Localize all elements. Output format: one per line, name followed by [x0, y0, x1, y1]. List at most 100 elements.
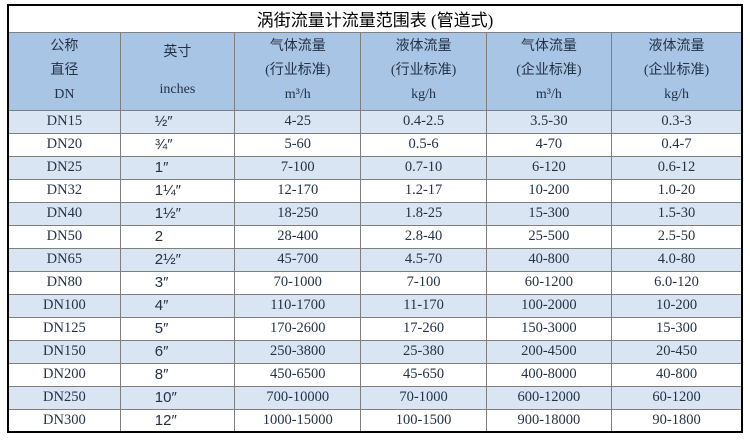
- cell-gas-enterprise: 60-1200: [485, 270, 613, 295]
- cell-liquid-industry: 70-1000: [360, 385, 487, 410]
- header-liquid-enterprise: 液体流量 (企业标准) kg/h: [611, 31, 743, 111]
- cell-gas-enterprise: 40-800: [485, 247, 613, 272]
- table-row: DN50 2 28-400 2.8-40 25-500 2.5-50: [7, 224, 743, 249]
- table-row: DN200 8″ 450-6500 45-650 400-8000 40-800: [7, 362, 743, 387]
- cell-dn: DN300: [7, 408, 121, 433]
- cell-gas-industry: 700-10000: [234, 385, 362, 410]
- header-line: (行业标准): [390, 63, 457, 78]
- cell-liquid-industry: 0.5-6: [360, 132, 487, 157]
- cell-liquid-enterprise: 4.0-80: [611, 247, 743, 272]
- header-line: 气体流量: [520, 39, 577, 54]
- header-line: (企业标准): [643, 63, 710, 78]
- cell-liquid-industry: 0.7-10: [360, 155, 487, 180]
- cell-liquid-industry: 100-1500: [360, 408, 487, 433]
- cell-dn: DN50: [7, 224, 121, 249]
- header-line: DN: [54, 87, 75, 102]
- header-line: kg/h: [664, 87, 689, 102]
- cell-gas-enterprise: 900-18000: [485, 408, 613, 433]
- cell-liquid-industry: 1.2-17: [360, 178, 487, 203]
- cell-liquid-industry: 11-170: [360, 293, 487, 318]
- cell-gas-industry: 4-25: [234, 109, 362, 134]
- cell-inches: ½″: [119, 109, 236, 134]
- header-gas-enterprise: 气体流量 (企业标准) m³/h: [485, 31, 613, 111]
- cell-inches: 1½″: [119, 201, 236, 226]
- cell-dn: DN25: [7, 155, 121, 180]
- cell-dn: DN65: [7, 247, 121, 272]
- cell-inches: 5″: [119, 316, 236, 341]
- cell-dn: DN200: [7, 362, 121, 387]
- cell-gas-enterprise: 15-300: [485, 201, 613, 226]
- cell-dn: DN15: [7, 109, 121, 134]
- table-row: DN20 ¾″ 5-60 0.5-6 4-70 0.4-7: [7, 132, 743, 157]
- header-line: 直径: [50, 63, 79, 78]
- cell-dn: DN20: [7, 132, 121, 157]
- cell-inches: 1¼″: [119, 178, 236, 203]
- table-row: DN25 1″ 7-100 0.7-10 6-120 0.6-12: [7, 155, 743, 180]
- header-line: m³/h: [284, 87, 311, 102]
- cell-gas-enterprise: 25-500: [485, 224, 613, 249]
- cell-inches: 2: [119, 224, 236, 249]
- header-line: (行业标准): [265, 63, 331, 78]
- cell-inches: 8″: [119, 362, 236, 387]
- cell-dn: DN32: [7, 178, 121, 203]
- cell-inches: 4″: [119, 293, 236, 318]
- cell-inches: 10″: [119, 385, 236, 410]
- table-row: DN250 10″ 700-10000 70-1000 600-12000 60-1200: [7, 385, 743, 410]
- header-line: 液体流量: [395, 39, 452, 54]
- cell-gas-enterprise: 200-4500: [485, 339, 613, 364]
- cell-liquid-enterprise: 0.4-7: [611, 132, 743, 157]
- cell-liquid-industry: 2.8-40: [360, 224, 487, 249]
- flow-range-table: 涡街流量计流量范围表 (管道式) 公称 直径 DN 英寸 inches 气体流: [7, 4, 743, 433]
- cell-dn: DN250: [7, 385, 121, 410]
- header-line: 液体流量: [648, 39, 705, 54]
- cell-gas-industry: 250-3800: [234, 339, 362, 364]
- table-row: DN150 6″ 250-3800 25-380 200-4500 20-450: [7, 339, 743, 364]
- cell-gas-enterprise: 6-120: [485, 155, 613, 180]
- table-row: DN15 ½″ 4-25 0.4-2.5 3.5-30 0.3-3: [7, 109, 743, 134]
- cell-gas-industry: 28-400: [234, 224, 362, 249]
- cell-inches: 2½″: [119, 247, 236, 272]
- cell-liquid-enterprise: 0.3-3: [611, 109, 743, 134]
- cell-liquid-enterprise: 20-450: [611, 339, 743, 364]
- cell-gas-enterprise: 100-2000: [485, 293, 613, 318]
- cell-inches: 6″: [119, 339, 236, 364]
- cell-dn: DN100: [7, 293, 121, 318]
- cell-inches: 12″: [119, 408, 236, 433]
- table-title: 涡街流量计流量范围表 (管道式): [8, 5, 742, 33]
- cell-liquid-enterprise: 10-200: [611, 293, 743, 318]
- cell-gas-industry: 12-170: [234, 178, 362, 203]
- cell-gas-industry: 110-1700: [234, 293, 362, 318]
- cell-liquid-enterprise: 40-800: [611, 362, 743, 387]
- header-liquid-industry: 液体流量 (行业标准) kg/h: [360, 31, 487, 111]
- table-row: DN80 3″ 70-1000 7-100 60-1200 6.0-120: [7, 270, 743, 295]
- cell-liquid-enterprise: 2.5-50: [611, 224, 743, 249]
- cell-liquid-industry: 1.8-25: [360, 201, 487, 226]
- table-row: DN100 4″ 110-1700 11-170 100-2000 10-200: [7, 293, 743, 318]
- header-line: inches: [159, 81, 196, 97]
- cell-gas-industry: 5-60: [234, 132, 362, 157]
- cell-gas-enterprise: 400-8000: [485, 362, 613, 387]
- table-title-row: 涡街流量计流量范围表 (管道式): [8, 5, 742, 33]
- cell-gas-industry: 70-1000: [234, 270, 362, 295]
- header-line: 公称: [50, 39, 79, 54]
- table-row: DN300 12″ 1000-15000 100-1500 900-18000 90-18…: [7, 408, 743, 433]
- table-body: DN15 ½″ 4-25 0.4-2.5 3.5-30 0.3-3 DN20 ¾″ 5-60 0.…: [7, 109, 743, 433]
- cell-dn: DN150: [7, 339, 121, 364]
- cell-liquid-industry: 17-260: [360, 316, 487, 341]
- cell-gas-industry: 45-700: [234, 247, 362, 272]
- header-line: (企业标准): [516, 63, 582, 78]
- cell-liquid-enterprise: 6.0-120: [611, 270, 743, 295]
- header-nominal-diameter: 公称 直径 DN: [7, 31, 121, 111]
- cell-gas-enterprise: 4-70: [485, 132, 613, 157]
- cell-gas-industry: 170-2600: [234, 316, 362, 341]
- header-inches: 英寸 inches: [119, 31, 236, 111]
- cell-dn: DN125: [7, 316, 121, 341]
- cell-liquid-industry: 45-650: [360, 362, 487, 387]
- table-row: DN40 1½″ 18-250 1.8-25 15-300 1.5-30: [7, 201, 743, 226]
- cell-gas-enterprise: 10-200: [485, 178, 613, 203]
- header-line: m³/h: [535, 87, 562, 102]
- cell-liquid-industry: 4.5-70: [360, 247, 487, 272]
- cell-liquid-enterprise: 1.5-30: [611, 201, 743, 226]
- cell-dn: DN40: [7, 201, 121, 226]
- cell-gas-industry: 7-100: [234, 155, 362, 180]
